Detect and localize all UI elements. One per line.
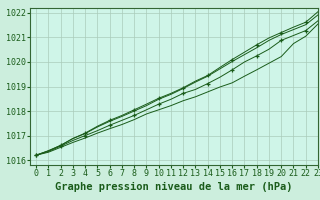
X-axis label: Graphe pression niveau de la mer (hPa): Graphe pression niveau de la mer (hPa) bbox=[55, 182, 293, 192]
